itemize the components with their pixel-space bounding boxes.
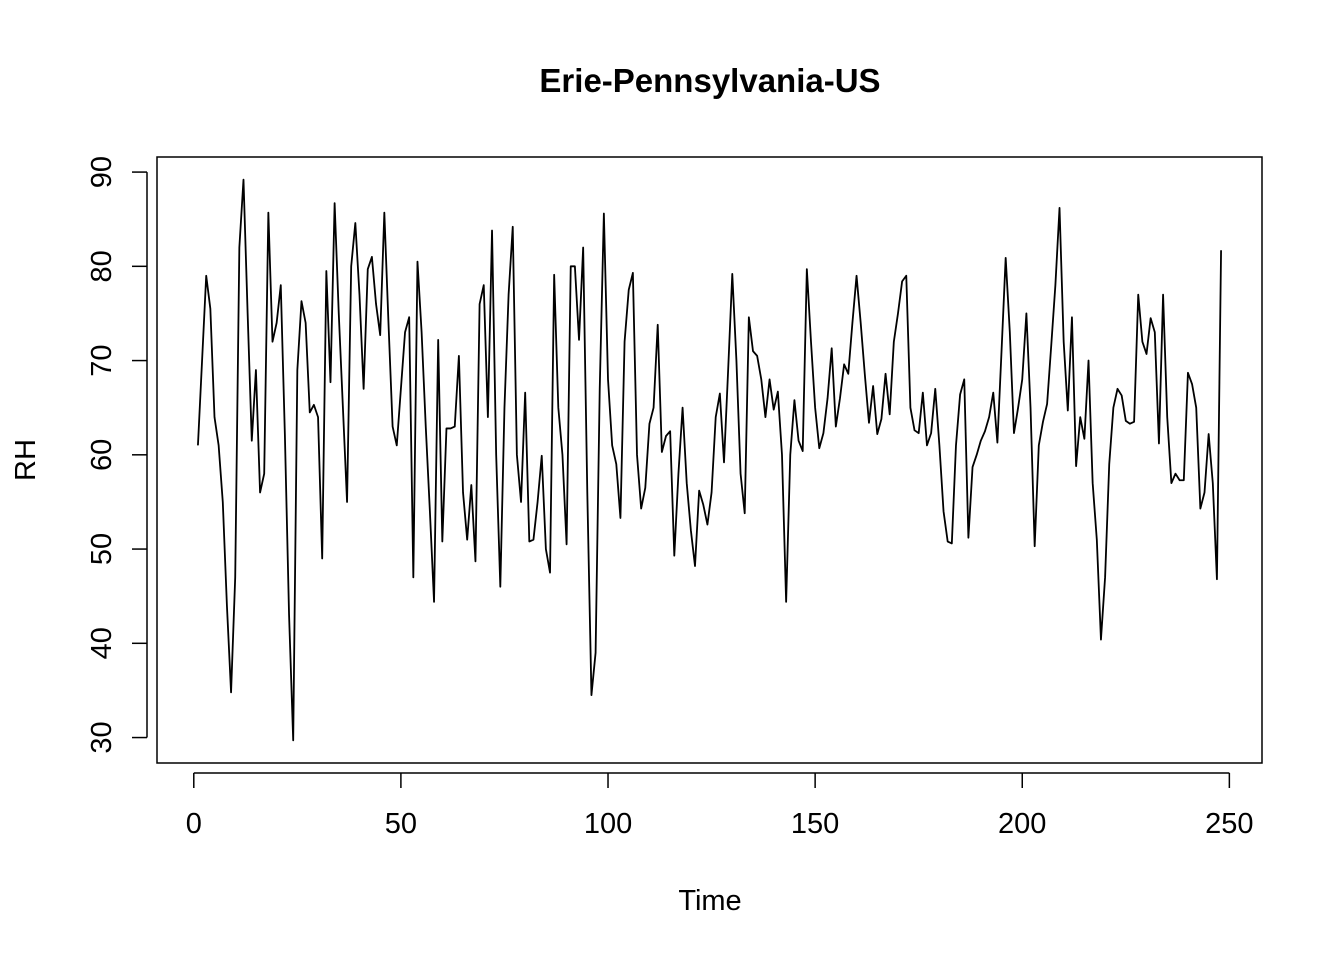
y-tick-label: 90 (86, 156, 118, 188)
y-tick-label: 80 (86, 250, 118, 282)
x-tick-label: 150 (791, 808, 839, 840)
x-axis-label: Time (678, 885, 741, 917)
y-tick-label: 40 (86, 627, 118, 659)
x-tick-label: 50 (385, 808, 417, 840)
x-tick-label: 0 (186, 808, 202, 840)
x-tick-label: 250 (1205, 808, 1253, 840)
y-tick-label: 50 (86, 533, 118, 565)
chart-title: Erie-Pennsylvania-US (539, 62, 880, 99)
x-tick-label: 200 (998, 808, 1046, 840)
y-axis-label: RH (10, 439, 42, 481)
plot-box (156, 156, 1263, 764)
y-tick-label: 60 (86, 439, 118, 471)
data-line (197, 178, 1222, 742)
y-tick-label: 70 (86, 344, 118, 376)
y-tick-label: 30 (86, 721, 118, 753)
x-tick-label: 100 (584, 808, 632, 840)
